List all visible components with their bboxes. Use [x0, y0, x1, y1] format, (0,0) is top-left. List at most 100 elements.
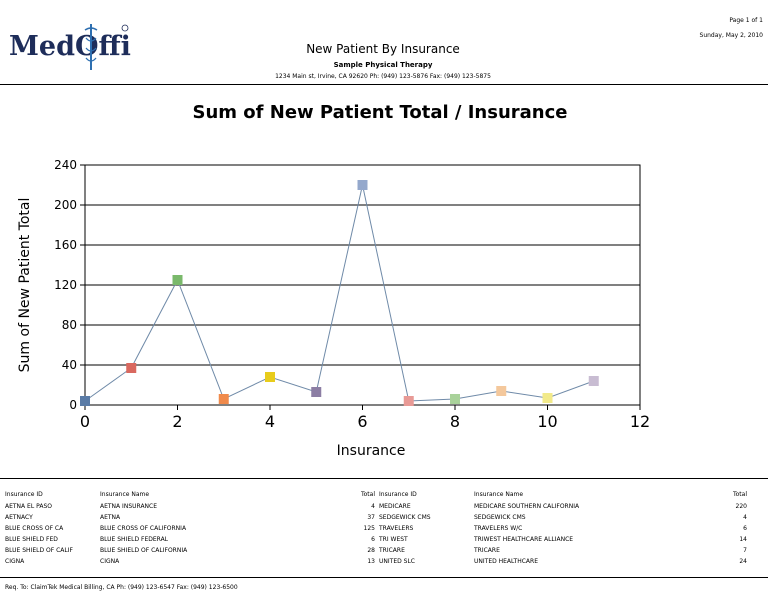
table-row: BLUE SHIELD OF CALIF BLUE SHIELD OF CALIF… — [5, 547, 375, 558]
data-point — [172, 275, 183, 285]
practice-name: Sample Physical Therapy — [333, 61, 433, 69]
total-cell: 13 — [367, 558, 375, 565]
y-tick-label: 160 — [54, 238, 77, 252]
data-markers — [80, 180, 599, 406]
insurance-name-cell: SEDGEWICK CMS — [474, 514, 526, 521]
insurance-id-cell: BLUE CROSS OF CA — [5, 525, 64, 532]
data-point — [496, 386, 507, 396]
chart-area: Sum of New Patient Total / Insurance 0 40… — [0, 92, 768, 472]
footer-divider — [0, 577, 768, 578]
table-row: SEDGEWICK CMS SEDGEWICK CMS 4 — [379, 514, 747, 525]
insurance-name-cell: AETNA INSURANCE — [100, 503, 158, 510]
insurance-id-cell: TRAVELERS — [379, 525, 414, 532]
table-row: CIGNA CIGNA 13 — [5, 558, 375, 569]
insurance-id-cell: TRI WEST — [379, 536, 408, 543]
data-point — [357, 180, 368, 190]
insurance-table-right: Insurance ID Insurance Name Total MEDICA… — [379, 491, 747, 569]
insurance-id-cell: AETNACY — [5, 514, 33, 521]
logo-text: MedOffice — [9, 31, 132, 62]
insurance-name-cell: AETNA — [100, 514, 121, 521]
practice-address: 1234 Main st, Irvine, CA 92620 Ph: (949)… — [275, 73, 491, 80]
header-divider — [0, 84, 768, 85]
insurance-id-cell: BLUE SHIELD OF CALIF — [5, 547, 73, 554]
y-tick-label: 40 — [62, 358, 77, 372]
axis-ticks: 0 40 80 120 160 200 240 0 2 4 6 8 10 12 — [54, 158, 650, 431]
insurance-id-cell: AETNA EL PASO — [5, 503, 52, 510]
line-chart: Sum of New Patient Total / Insurance 040… — [17, 102, 650, 459]
insurance-id-cell: SEDGEWICK CMS — [379, 514, 431, 521]
table-row: BLUE SHIELD FED BLUE SHIELD FEDERAL 6 — [5, 536, 375, 547]
table-row: TRICARE TRICARE 7 — [379, 547, 747, 558]
y-tick-label: 0 — [69, 398, 77, 412]
data-point — [311, 387, 322, 397]
x-axis-label: Insurance — [337, 443, 406, 459]
total-cell: 6 — [371, 536, 375, 543]
table-header-row: Insurance ID Insurance Name Total — [5, 491, 375, 503]
medoffice-logo-graphic: MedOffice — [9, 24, 132, 70]
data-point — [80, 396, 90, 406]
total-cell: 37 — [367, 514, 375, 521]
total-cell: 4 — [743, 514, 747, 521]
chart-divider — [0, 478, 768, 479]
insurance-name-cell: BLUE SHIELD OF CALIFORNIA — [100, 547, 188, 554]
col-header-insurance-name: Insurance Name — [100, 491, 150, 498]
table-body-left: AETNA EL PASO AETNA INSURANCE 4 AETNACY AETN… — [5, 503, 375, 569]
total-cell: 14 — [739, 536, 747, 543]
y-tick-label: 80 — [62, 318, 77, 332]
col-header-insurance-id: Insurance ID — [5, 491, 43, 498]
total-cell: 7 — [743, 547, 747, 554]
x-tick-label: 2 — [172, 412, 182, 431]
insurance-name-cell: TRIWEST HEALTHCARE ALLIANCE — [474, 536, 574, 543]
data-point — [403, 396, 414, 406]
insurance-id-cell: UNITED SLC — [379, 558, 415, 565]
x-tick-label: 4 — [265, 412, 275, 431]
table-row: BLUE CROSS OF CA BLUE CROSS OF CALIFORNIA… — [5, 525, 375, 536]
insurance-name-cell: MEDICARE SOUTHERN CALIFORNIA — [474, 503, 580, 510]
insurance-id-cell: MEDICARE — [379, 503, 411, 510]
col-header-insurance-name: Insurance Name — [474, 491, 524, 498]
caduceus-icon — [84, 24, 98, 70]
insurance-name-cell: TRAVELERS W/C — [474, 525, 523, 532]
y-tick-label: 200 — [54, 198, 77, 212]
insurance-name-cell: UNITED HEALTHCARE — [474, 558, 538, 565]
y-axis-label: Sum of New Patient Total — [17, 198, 33, 373]
table-row: TRI WEST TRIWEST HEALTHCARE ALLIANCE 14 — [379, 536, 747, 547]
report-date: Sunday, May 2, 2010 — [699, 32, 763, 39]
table-row: MEDICARE MEDICARE SOUTHERN CALIFORNIA 220 — [379, 503, 747, 514]
data-point — [265, 372, 275, 382]
registered-mark-icon — [121, 24, 129, 32]
x-tick-label: 10 — [537, 412, 557, 431]
x-tick-label: 0 — [80, 412, 90, 431]
x-tick-label: 6 — [357, 412, 367, 431]
medoffice-logo: MedOffice — [6, 22, 132, 74]
col-header-total: Total — [360, 491, 375, 498]
table-body-right: MEDICARE MEDICARE SOUTHERN CALIFORNIA 220 S… — [379, 503, 747, 569]
chart-title: Sum of New Patient Total / Insurance — [193, 102, 568, 123]
total-cell: 28 — [367, 547, 375, 554]
y-tick-label: 120 — [54, 278, 77, 292]
insurance-id-cell: TRICARE — [379, 547, 405, 554]
insurance-name-cell: TRICARE — [474, 547, 500, 554]
x-tick-label: 12 — [630, 412, 650, 431]
total-cell: 125 — [363, 525, 375, 532]
data-point — [126, 363, 137, 373]
y-tick-label: 240 — [54, 158, 77, 172]
table-row: AETNACY AETNA 37 — [5, 514, 375, 525]
page-number: Page 1 of 1 — [729, 17, 763, 24]
insurance-id-cell: CIGNA — [5, 558, 25, 565]
data-point — [588, 376, 599, 386]
col-header-total: Total — [732, 491, 747, 498]
x-tick-label: 8 — [450, 412, 460, 431]
data-point — [218, 394, 229, 404]
col-header-insurance-id: Insurance ID — [379, 491, 417, 498]
total-cell: 4 — [371, 503, 375, 510]
data-point — [450, 394, 460, 404]
insurance-name-cell: BLUE CROSS OF CALIFORNIA — [100, 525, 187, 532]
total-cell: 6 — [743, 525, 747, 532]
table-row: UNITED SLC UNITED HEALTHCARE 24 — [379, 558, 747, 569]
table-row: AETNA EL PASO AETNA INSURANCE 4 — [5, 503, 375, 514]
report-title: New Patient By Insurance — [306, 42, 460, 56]
total-cell: 24 — [739, 558, 747, 565]
total-cell: 220 — [735, 503, 747, 510]
gridlines — [85, 164, 640, 406]
